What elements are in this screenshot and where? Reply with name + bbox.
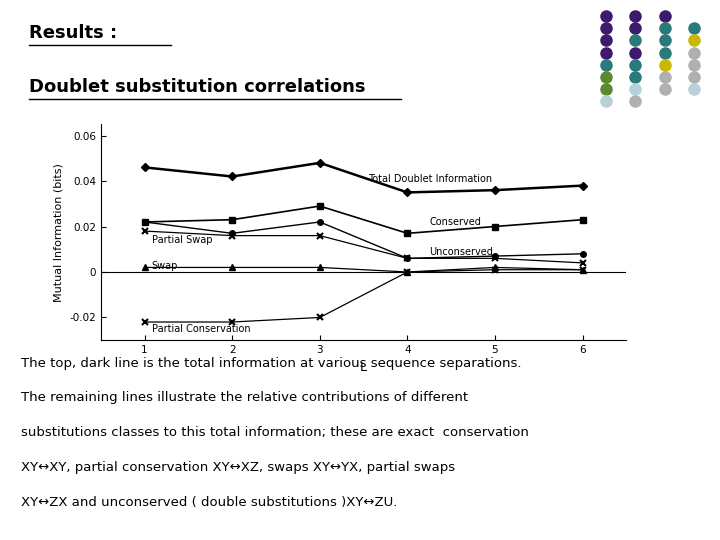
Text: Total Doublet Information: Total Doublet Information: [368, 174, 492, 184]
Text: Swap: Swap: [152, 261, 178, 271]
Text: substitutions classes to this total information; these are exact  conservation: substitutions classes to this total info…: [22, 426, 529, 439]
Text: Partial Swap: Partial Swap: [152, 235, 212, 245]
Text: Doublet substitution correlations: Doublet substitution correlations: [29, 78, 366, 96]
Text: The remaining lines illustrate the relative contributions of different: The remaining lines illustrate the relat…: [22, 392, 469, 404]
Text: Unconserved: Unconserved: [429, 247, 493, 256]
Text: XY↔XY, partial conservation XY↔XZ, swaps XY↔YX, partial swaps: XY↔XY, partial conservation XY↔XZ, swaps…: [22, 461, 456, 474]
Text: Conserved: Conserved: [429, 217, 481, 227]
Y-axis label: Mutual Information (bits): Mutual Information (bits): [53, 163, 63, 302]
Text: XY↔ZX and unconserved ( double substitutions )XY↔ZU.: XY↔ZX and unconserved ( double substitut…: [22, 496, 397, 509]
Text: Results :: Results :: [29, 24, 117, 42]
Text: The top, dark line is the total information at various sequence separations.: The top, dark line is the total informat…: [22, 356, 522, 369]
Text: Partial Conservation: Partial Conservation: [152, 324, 251, 334]
X-axis label: L: L: [360, 361, 367, 374]
